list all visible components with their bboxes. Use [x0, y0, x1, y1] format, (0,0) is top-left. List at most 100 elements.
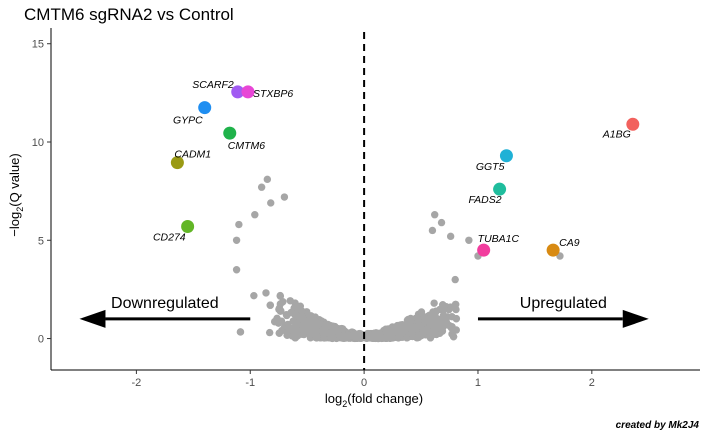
background-point [394, 328, 402, 336]
gene-label-cmtm6: CMTM6 [228, 140, 265, 152]
x-tick-label: -2 [132, 377, 142, 389]
gene-point-cmtm6 [223, 126, 237, 140]
gene-label-cadm1: CADM1 [174, 149, 211, 161]
gene-point-scarf2 [231, 85, 245, 99]
background-point [265, 328, 274, 337]
x-tick-label: 1 [475, 377, 481, 389]
background-point [305, 318, 313, 326]
y-tick-label: 15 [32, 39, 44, 51]
left-arrow-head [79, 309, 106, 328]
x-tick-label: -1 [245, 377, 255, 389]
upregulated-label: Upregulated [520, 295, 607, 312]
background-point [236, 328, 245, 336]
background-point [352, 333, 360, 341]
background-point [439, 301, 447, 309]
gene-label-tuba1c: TUBA1C [478, 233, 520, 245]
background-point [428, 226, 437, 235]
x-tick-label: 0 [361, 377, 367, 389]
background-point [430, 299, 438, 307]
gene-label-stxbp6: STXBP6 [253, 88, 293, 100]
background-point [417, 308, 426, 316]
background-point [251, 211, 259, 219]
background-point [274, 319, 283, 327]
gene-point-ca9 [546, 243, 560, 257]
background-point [452, 314, 461, 323]
background-point [430, 311, 438, 320]
background-point [424, 326, 432, 335]
background-point [322, 328, 331, 337]
gene-label-ggt5: GGT5 [476, 161, 505, 173]
gene-label-cd274: CD274 [153, 232, 186, 244]
right-arrow-head [622, 309, 649, 328]
background-point [291, 299, 299, 307]
background-point [257, 183, 266, 191]
background-point [411, 323, 419, 331]
background-point [298, 307, 306, 315]
background-point [451, 275, 459, 284]
background-point [283, 331, 291, 339]
background-point [307, 312, 315, 320]
gene-point-ggt5 [499, 149, 513, 163]
background-point [263, 175, 272, 184]
gene-point-cadm1 [170, 156, 184, 170]
background-point [437, 218, 446, 227]
y-tick-label: 10 [32, 137, 44, 149]
background-point [431, 211, 439, 219]
background-point [414, 316, 422, 325]
background-point [443, 321, 451, 329]
direction-arrows: Downregulated Upregulated [79, 295, 649, 328]
gene-label-ca9: CA9 [559, 237, 580, 249]
background-point [235, 220, 243, 229]
downregulated-label: Downregulated [111, 295, 219, 312]
background-point [277, 307, 285, 315]
y-tick-label: 0 [38, 334, 44, 346]
background-point [306, 330, 314, 339]
gene-point-fads2 [493, 182, 507, 196]
gene-point-cd274 [181, 220, 195, 234]
background-point [343, 331, 352, 340]
background-point [426, 334, 435, 342]
background-point [232, 266, 241, 274]
background-point [232, 236, 241, 244]
background-points [232, 175, 564, 343]
background-point [407, 329, 416, 338]
gene-point-tuba1c [477, 243, 491, 257]
gene-label-fads2: FADS2 [469, 194, 502, 206]
background-point [405, 317, 413, 325]
gene-point-a1bg [626, 117, 640, 131]
background-point [440, 314, 449, 323]
background-point [312, 328, 320, 337]
background-point [276, 291, 284, 300]
x-axis-title: log2(fold change) [325, 391, 423, 409]
background-point [267, 199, 275, 207]
background-point [451, 300, 460, 309]
background-point [298, 325, 307, 334]
gene-point-gypc [198, 101, 212, 115]
background-point [430, 323, 438, 332]
y-tick-label: 5 [38, 235, 44, 247]
background-point [280, 193, 289, 201]
background-point [365, 333, 374, 342]
gene-point-stxbp6 [241, 85, 255, 99]
gene-label-scarf2: SCARF2 [192, 79, 234, 91]
background-point [275, 329, 283, 337]
x-tick-label: 2 [589, 377, 595, 389]
gene-label-gypc: GYPC [173, 115, 203, 127]
background-point [465, 236, 473, 244]
axes: -2 -1 0 1 2 0 5 10 15 [32, 28, 700, 389]
watermark-text: created by Mk2J4 [616, 420, 700, 431]
background-point [250, 291, 258, 300]
background-point [377, 334, 385, 342]
background-point [449, 332, 458, 341]
background-point [421, 316, 430, 325]
highlighted-genes: SCARF2 STXBP6 GYPC CMTM6 CADM1 CD274 A1BG GGT5 F… [153, 79, 640, 257]
background-point [294, 331, 302, 340]
chart-title: CMTM6 sgRNA2 vs Control [24, 5, 234, 24]
background-point [290, 326, 298, 334]
background-point [266, 301, 274, 309]
background-point [388, 333, 396, 341]
background-point [262, 289, 270, 297]
y-axis-title: −log2(Q value) [7, 153, 25, 236]
background-point [285, 323, 293, 332]
